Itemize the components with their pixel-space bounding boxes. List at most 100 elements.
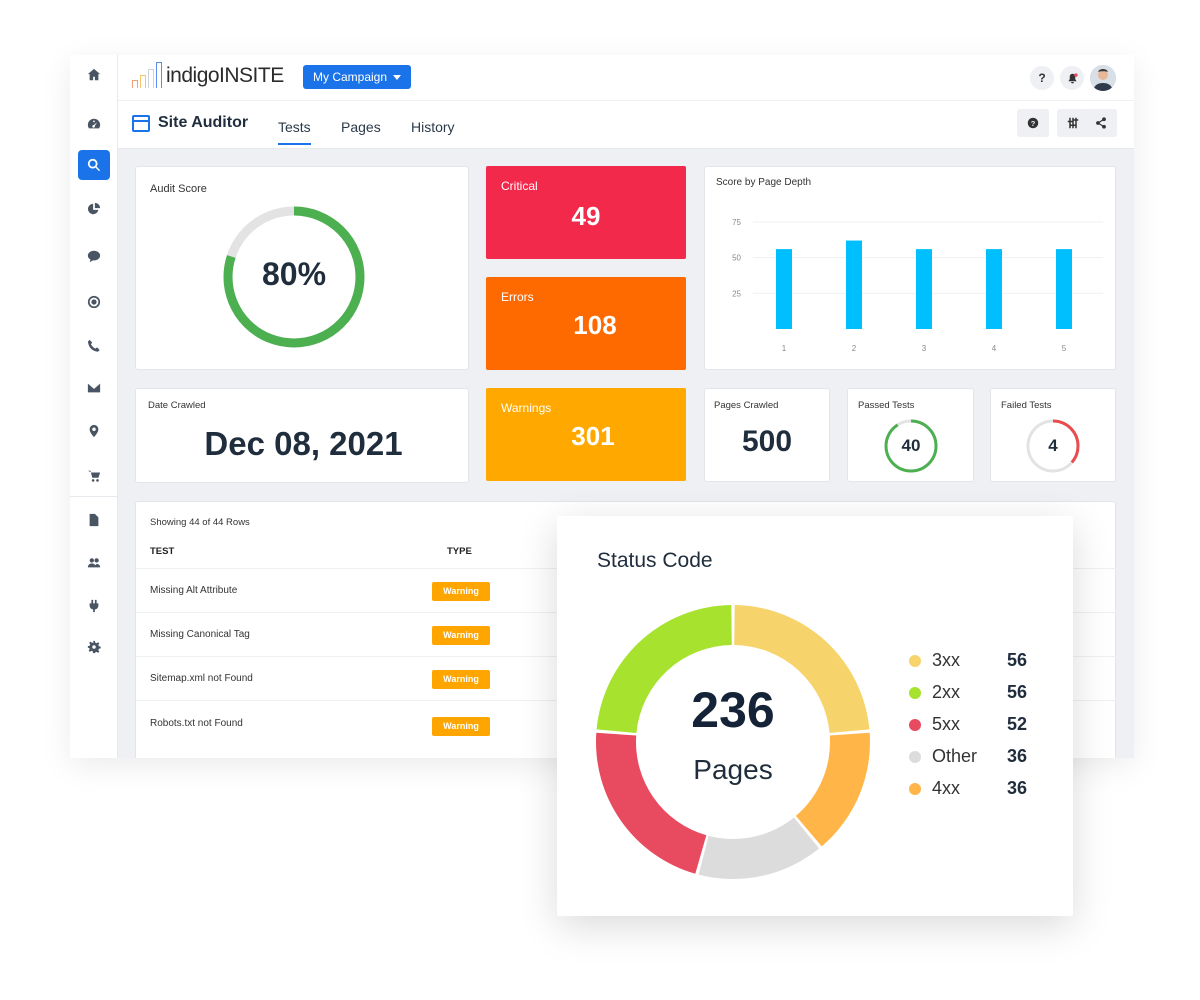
bar-4 bbox=[986, 249, 1002, 329]
legend-item: 2xx 56 bbox=[909, 682, 1049, 704]
dashboard-icon[interactable] bbox=[78, 109, 110, 139]
sliders-icon bbox=[1067, 117, 1079, 129]
legend-swatch bbox=[909, 687, 921, 699]
search-icon[interactable] bbox=[78, 150, 110, 180]
warnings-label: Warnings bbox=[501, 401, 552, 415]
test-name: Missing Alt Attribute bbox=[150, 585, 238, 596]
audit-score-gauge bbox=[223, 206, 365, 348]
test-name: Robots.txt not Found bbox=[150, 718, 243, 729]
location-icon[interactable] bbox=[78, 416, 110, 446]
donut-slice-2xx bbox=[596, 605, 732, 734]
cart-icon[interactable] bbox=[78, 461, 110, 491]
home-icon[interactable] bbox=[78, 60, 110, 90]
donut-slice-5xx bbox=[596, 732, 707, 874]
help-label: ? bbox=[1038, 71, 1046, 85]
pie-chart-icon[interactable] bbox=[78, 194, 110, 224]
legend-label: 2xx bbox=[932, 682, 961, 702]
gauge-progress bbox=[223, 206, 365, 348]
warnings-value: 301 bbox=[571, 421, 615, 451]
depth-chart-card: Score by Page Depth 75 50 25 1 2 3 4 5 bbox=[704, 166, 1116, 370]
errors-label: Errors bbox=[501, 290, 534, 304]
legend-swatch bbox=[909, 783, 921, 795]
share-button[interactable] bbox=[1085, 109, 1117, 137]
svg-text:?: ? bbox=[1031, 119, 1036, 128]
type-badge: Warning bbox=[432, 582, 490, 601]
column-header-type[interactable]: TYPE bbox=[447, 546, 472, 557]
target-icon[interactable] bbox=[78, 287, 110, 317]
date-crawled-card: Date Crawled Dec 08, 2021 bbox=[135, 388, 469, 483]
y-tick-label: 50 bbox=[732, 254, 741, 263]
help-tool-button[interactable]: ? bbox=[1017, 109, 1049, 137]
bar-1 bbox=[776, 249, 792, 329]
depth-bar-chart: 75 50 25 1 2 3 4 5 bbox=[732, 218, 1103, 353]
audit-score-label: Audit Score bbox=[150, 183, 207, 195]
campaign-dropdown[interactable]: My Campaign bbox=[303, 65, 412, 89]
ring-progress bbox=[884, 419, 938, 473]
legend-swatch bbox=[909, 719, 921, 731]
legend-value: 56 bbox=[1007, 650, 1028, 670]
legend-swatch bbox=[909, 751, 921, 763]
critical-label: Critical bbox=[501, 179, 538, 193]
filter-button[interactable] bbox=[1057, 109, 1089, 137]
users-icon[interactable] bbox=[78, 548, 110, 578]
x-tick-label: 5 bbox=[1062, 344, 1067, 353]
pages-crawled-label: Pages Crawled bbox=[714, 400, 779, 411]
status-code-panel: Status Code 236 Pages 3xx 56 2xx 56 5xx … bbox=[557, 516, 1073, 916]
site-auditor-icon bbox=[132, 115, 150, 132]
chat-icon[interactable] bbox=[78, 241, 110, 271]
document-icon[interactable] bbox=[78, 505, 110, 535]
mail-icon[interactable] bbox=[78, 373, 110, 403]
date-crawled-value: Dec 08, 2021 bbox=[204, 425, 403, 462]
failed-tests-ring bbox=[1026, 419, 1080, 473]
share-icon bbox=[1096, 117, 1106, 129]
bell-icon bbox=[1067, 72, 1078, 83]
critical-card[interactable]: Critical 49 bbox=[486, 166, 686, 259]
audit-score-value: 80% bbox=[261, 256, 327, 292]
tab-tests[interactable]: Tests bbox=[278, 119, 311, 145]
errors-card[interactable]: Errors 108 bbox=[486, 277, 686, 370]
logo[interactable]: indigoINSITE bbox=[132, 60, 284, 88]
donut-slice-4xx bbox=[795, 732, 870, 847]
status-code-donut bbox=[596, 605, 870, 879]
table-row[interactable]: Robots.txt not Found Warning bbox=[136, 702, 1116, 746]
x-tick-label: 1 bbox=[782, 344, 787, 353]
logo-text: indigoINSITE bbox=[166, 64, 284, 87]
passed-tests-value: 40 bbox=[901, 436, 921, 455]
gear-icon[interactable] bbox=[78, 632, 110, 662]
warnings-card[interactable]: Warnings 301 bbox=[486, 388, 686, 481]
legend-label: 5xx bbox=[932, 714, 961, 734]
passed-tests-label: Passed Tests bbox=[858, 400, 915, 411]
x-tick-label: 2 bbox=[852, 344, 857, 353]
donut-slice-3xx bbox=[734, 605, 870, 734]
legend-item: Other 36 bbox=[909, 746, 1049, 768]
test-name: Sitemap.xml not Found bbox=[150, 673, 253, 684]
plug-icon[interactable] bbox=[78, 591, 110, 621]
sidebar-divider bbox=[70, 496, 118, 497]
legend-item: 4xx 36 bbox=[909, 778, 1049, 800]
question-circle-icon: ? bbox=[1027, 117, 1039, 129]
legend-item: 3xx 56 bbox=[909, 650, 1049, 672]
avatar[interactable] bbox=[1090, 65, 1116, 91]
pages-crawled-card: Pages Crawled 500 bbox=[704, 388, 830, 482]
x-tick-label: 4 bbox=[992, 344, 997, 353]
failed-tests-card: Failed Tests 4 bbox=[990, 388, 1116, 482]
bar-5 bbox=[1056, 249, 1072, 329]
ring-progress bbox=[1026, 419, 1080, 473]
y-tick-label: 25 bbox=[732, 289, 741, 298]
x-tick-label: 3 bbox=[922, 344, 927, 353]
column-header-test[interactable]: TEST bbox=[150, 546, 175, 557]
legend-value: 52 bbox=[1007, 714, 1028, 734]
tab-pages[interactable]: Pages bbox=[341, 119, 381, 135]
legend-item: 5xx 52 bbox=[909, 714, 1049, 736]
sidebar bbox=[70, 55, 118, 758]
depth-chart-title: Score by Page Depth bbox=[716, 177, 812, 188]
critical-value: 49 bbox=[571, 201, 601, 231]
notifications-button[interactable] bbox=[1060, 66, 1084, 90]
legend-swatch bbox=[909, 655, 921, 667]
phone-icon[interactable] bbox=[78, 331, 110, 361]
help-button[interactable]: ? bbox=[1030, 66, 1054, 90]
y-tick-label: 75 bbox=[732, 218, 741, 227]
tab-history[interactable]: History bbox=[411, 119, 455, 135]
passed-tests-card: Passed Tests 40 bbox=[847, 388, 974, 482]
legend-value: 36 bbox=[1007, 746, 1028, 766]
